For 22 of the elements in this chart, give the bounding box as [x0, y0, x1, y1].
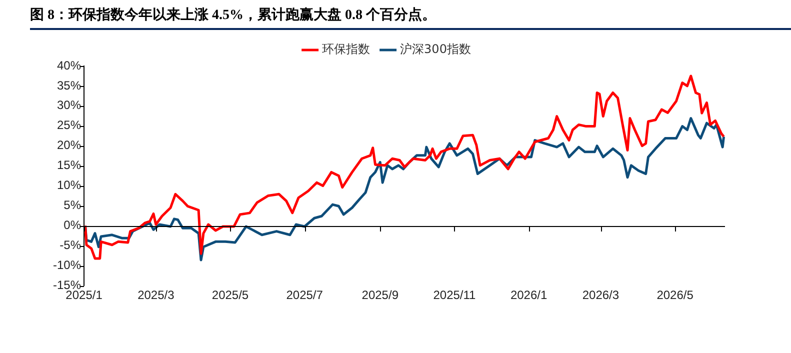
y-tick-label: 0%	[64, 218, 82, 232]
legend-label: 沪深300指数	[400, 42, 471, 56]
x-tick-label: 2026/3	[582, 288, 620, 302]
y-tick-label: 5%	[64, 198, 82, 212]
y-tick-label: -5%	[60, 238, 82, 252]
x-tick-label: 2026/1	[510, 288, 548, 302]
y-tick-label: 25%	[56, 118, 82, 132]
x-tick-label: 2025/3	[138, 288, 175, 302]
x-tick-label: 2025/5	[212, 288, 249, 302]
y-tick-label: 10%	[56, 178, 82, 192]
x-tick-label: 2025/9	[362, 288, 399, 302]
y-tick-label: 35%	[56, 78, 82, 92]
y-tick-label: 20%	[56, 138, 82, 152]
y-tick-label: 15%	[56, 158, 82, 172]
chart-title: 图 8：环保指数今年以来上涨 4.5%，累计跑赢大盘 0.8 个百分点。	[30, 6, 791, 30]
x-tick-label: 2025/11	[433, 288, 476, 302]
y-tick-label: 40%	[56, 58, 82, 72]
y-tick-label: -10%	[53, 258, 82, 272]
x-tick-label: 2025/7	[286, 288, 324, 302]
legend-label: 环保指数	[322, 42, 370, 56]
y-tick-label: 30%	[56, 98, 82, 112]
x-tick-label: 2026/5	[656, 288, 694, 302]
